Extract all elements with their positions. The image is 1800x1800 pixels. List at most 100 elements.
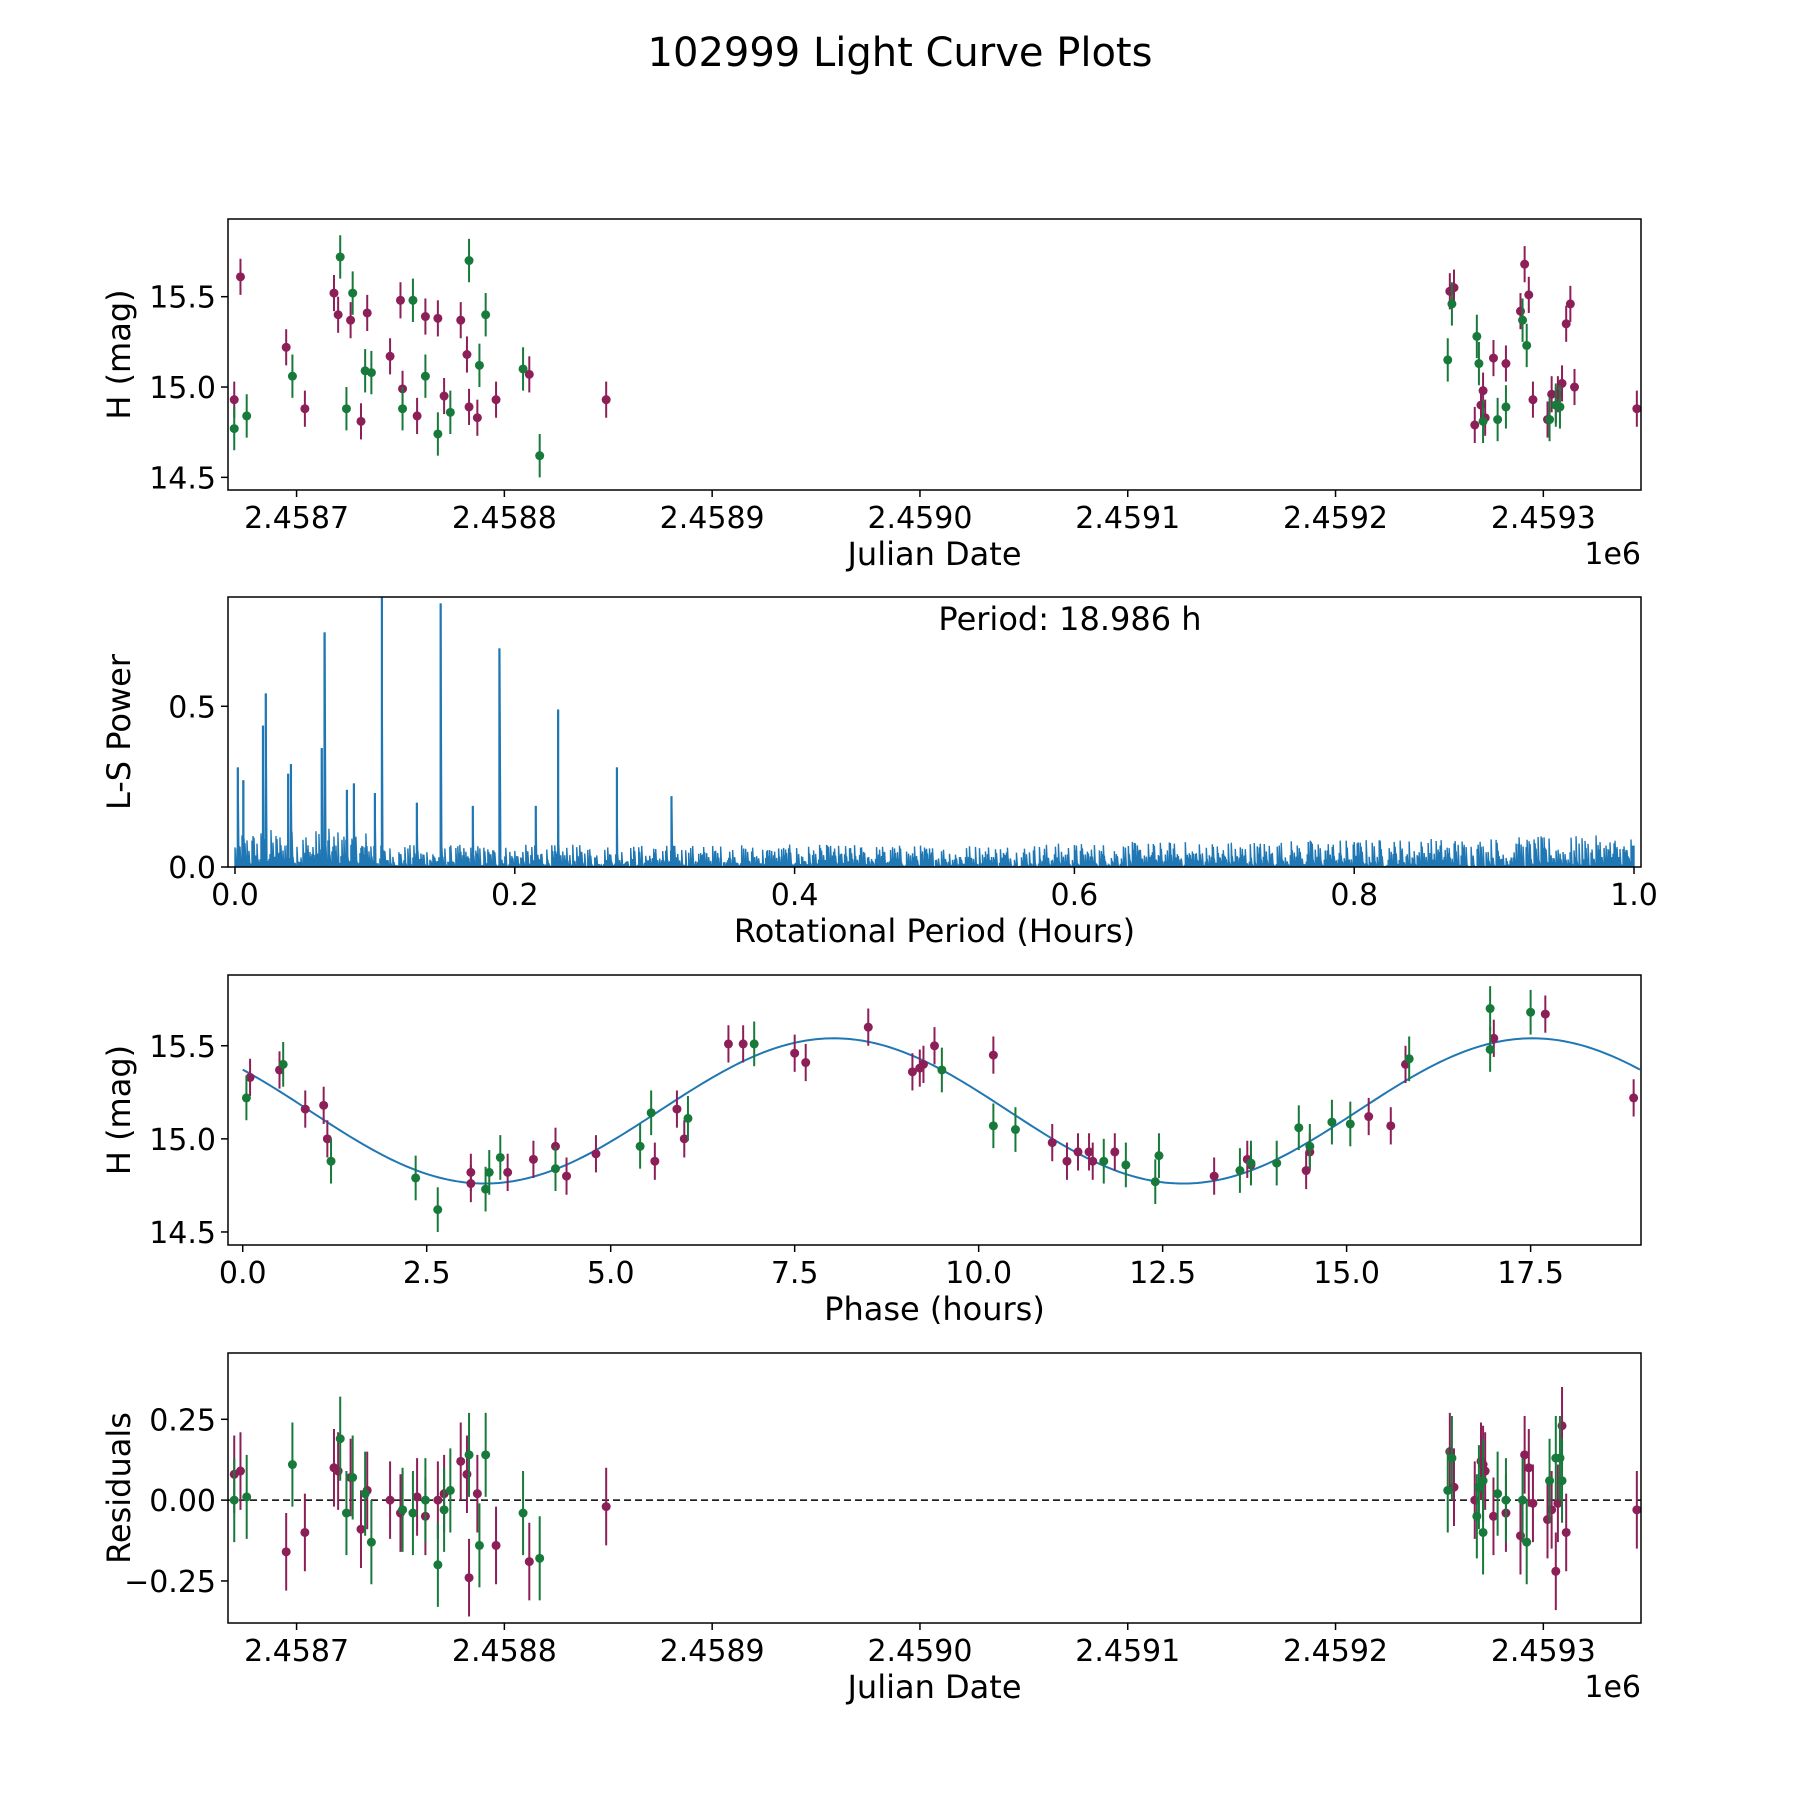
data-point-green bbox=[408, 1508, 418, 1518]
x-tick-label: 5.0 bbox=[587, 1256, 635, 1291]
data-point-red bbox=[300, 1104, 310, 1114]
y-tick-label: 14.5 bbox=[149, 461, 216, 496]
x-axis-label: Rotational Period (Hours) bbox=[734, 912, 1135, 950]
data-point-green bbox=[366, 368, 376, 378]
data-point-green bbox=[1493, 415, 1503, 425]
data-point-green bbox=[398, 404, 408, 414]
data-point-green bbox=[1501, 1495, 1511, 1505]
data-point-green bbox=[229, 424, 239, 434]
data-point-red bbox=[1470, 420, 1480, 430]
data-point-green bbox=[439, 1505, 449, 1515]
data-point-red bbox=[439, 391, 449, 401]
data-point-red bbox=[466, 1167, 476, 1177]
data-point-red bbox=[491, 1540, 501, 1550]
x-axis-label: Phase (hours) bbox=[824, 1290, 1045, 1328]
data-point-red bbox=[245, 1072, 255, 1082]
plot-area bbox=[234, 597, 1635, 867]
data-point-red bbox=[1551, 1566, 1561, 1576]
y-axis-label: Residuals bbox=[100, 1412, 138, 1564]
data-point-red bbox=[433, 1495, 443, 1505]
data-point-red bbox=[1570, 382, 1580, 392]
data-point-red bbox=[1565, 299, 1575, 309]
data-point-green bbox=[1474, 359, 1484, 369]
data-point-red bbox=[333, 1466, 343, 1476]
data-point-red bbox=[491, 395, 501, 405]
data-point-red bbox=[300, 1527, 310, 1537]
data-point-green bbox=[518, 364, 528, 374]
data-point-red bbox=[1476, 400, 1486, 410]
data-point-red bbox=[524, 369, 534, 379]
data-point-red bbox=[472, 413, 482, 423]
x-axis-label: Julian Date bbox=[845, 1668, 1021, 1706]
x-tick-label: 2.4593 bbox=[1491, 501, 1596, 536]
data-point-green bbox=[287, 1460, 297, 1470]
data-point-red bbox=[1561, 1527, 1571, 1537]
data-point-red bbox=[356, 1524, 366, 1534]
data-point-red bbox=[1547, 389, 1557, 399]
x-tick-label: 2.4589 bbox=[660, 1634, 765, 1669]
data-point-green bbox=[242, 1492, 252, 1502]
data-point-red bbox=[464, 402, 474, 412]
data-point-green bbox=[484, 1167, 494, 1177]
data-point-red bbox=[456, 315, 466, 325]
data-point-green bbox=[1154, 1151, 1164, 1161]
data-point-red bbox=[1073, 1147, 1083, 1157]
y-tick-label: 14.5 bbox=[149, 1216, 216, 1251]
data-point-red bbox=[723, 1039, 733, 1049]
data-point-red bbox=[1632, 1505, 1641, 1515]
data-point-red bbox=[907, 1067, 917, 1077]
plot-area bbox=[229, 235, 1641, 478]
data-point-red bbox=[235, 1466, 245, 1476]
period-annotation: Period: 18.986 h bbox=[938, 600, 1201, 638]
data-point-green bbox=[474, 360, 484, 370]
data-point-red bbox=[1528, 395, 1538, 405]
data-point-green bbox=[1545, 415, 1555, 425]
data-point-green bbox=[1557, 1476, 1567, 1486]
data-point-red bbox=[395, 295, 405, 305]
data-point-green bbox=[1522, 340, 1532, 350]
data-point-red bbox=[503, 1167, 513, 1177]
data-point-red bbox=[333, 310, 343, 320]
data-point-red bbox=[464, 1573, 474, 1583]
y-tick-label: 0.00 bbox=[149, 1484, 216, 1519]
data-point-green bbox=[1472, 1511, 1482, 1521]
data-point-green bbox=[481, 1450, 491, 1460]
plot-area bbox=[241, 986, 1641, 1232]
data-point-red bbox=[1470, 1495, 1480, 1505]
data-point-green bbox=[420, 371, 430, 381]
data-point-red bbox=[528, 1154, 538, 1164]
data-point-green bbox=[335, 1434, 345, 1444]
data-point-green bbox=[1404, 1054, 1414, 1064]
data-point-green bbox=[366, 1537, 376, 1547]
data-point-green bbox=[445, 1485, 455, 1495]
x-tick-label: 2.4587 bbox=[244, 1634, 349, 1669]
data-point-red bbox=[433, 313, 443, 323]
data-point-red bbox=[650, 1156, 660, 1166]
data-point-green bbox=[1474, 1482, 1484, 1492]
data-point-red bbox=[524, 1557, 534, 1567]
data-point-red bbox=[601, 395, 611, 405]
axes-frame bbox=[227, 1352, 1642, 1624]
data-point-green bbox=[1478, 1476, 1488, 1486]
data-point-green bbox=[1472, 331, 1482, 341]
data-point-green bbox=[1235, 1166, 1245, 1176]
data-point-red bbox=[1540, 1009, 1550, 1019]
panel-lomb-scargle-periodogram: 0.0 0.2 0.4 0.6 0.8 1.0 0.0 0.5 Rotational Perio… bbox=[100, 596, 1658, 950]
data-point-green bbox=[1150, 1177, 1160, 1187]
data-point-red bbox=[1557, 378, 1567, 388]
x-tick-label: 0.0 bbox=[211, 878, 259, 913]
data-point-red bbox=[1553, 389, 1563, 399]
data-point-red bbox=[1515, 1531, 1525, 1541]
figure-title: 102999 Light Curve Plots bbox=[648, 30, 1153, 76]
data-point-green bbox=[287, 371, 297, 381]
data-point-green bbox=[420, 1495, 430, 1505]
data-point-red bbox=[1520, 1450, 1530, 1460]
data-point-red bbox=[322, 1134, 332, 1144]
data-point-green bbox=[1099, 1156, 1109, 1166]
data-point-red bbox=[1524, 1463, 1534, 1473]
data-point-green bbox=[937, 1065, 947, 1075]
x-tick-label: 2.4591 bbox=[1075, 1634, 1180, 1669]
x-tick-label: 2.5 bbox=[403, 1256, 451, 1291]
data-point-green bbox=[433, 1205, 443, 1215]
